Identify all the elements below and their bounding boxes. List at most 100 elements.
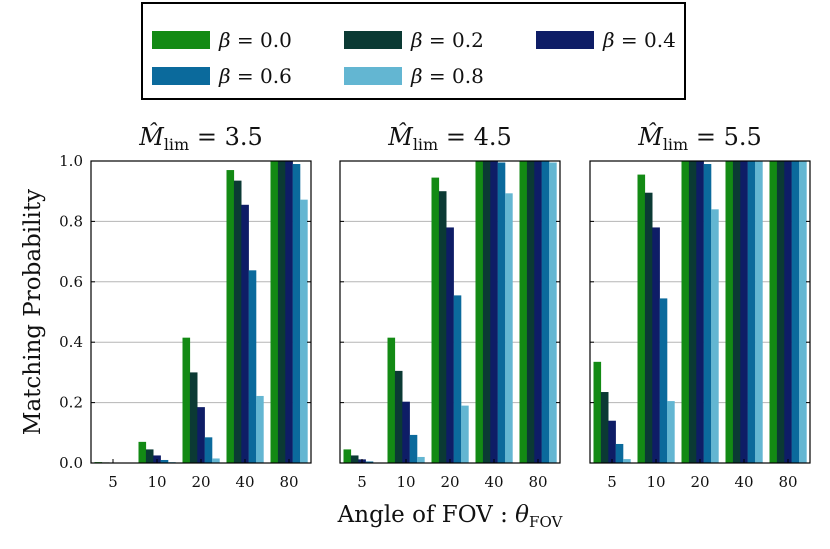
bar-80-1	[526, 161, 535, 463]
bar-10-0	[138, 441, 147, 463]
bar-10-1	[644, 192, 653, 463]
x-tick-label: 10	[646, 473, 665, 491]
y-tick-label: 0.6	[59, 273, 83, 291]
panel-2: 5 10 20 40 80 M̂lim = 5.5	[589, 123, 811, 491]
bar-80-1	[277, 161, 286, 463]
panel-0: 5 10 20 40 80 0.0 0.2 0.4 0.6 0.8 1.0 M̂lim = 3.5	[59, 123, 312, 491]
legend-label-3: β = 0.6	[218, 64, 292, 88]
bar-10-3	[160, 459, 169, 463]
bar-40-3	[497, 162, 506, 463]
bar-20-0	[431, 177, 440, 464]
bar-20-2	[197, 407, 205, 463]
y-tick-label: 0.8	[59, 212, 83, 230]
bar-5-0	[343, 449, 352, 463]
legend-swatch-0	[152, 31, 210, 49]
bar-40-1	[233, 180, 242, 463]
bar-80-2	[285, 161, 293, 463]
bar-40-1	[482, 161, 491, 463]
x-tick-label: 10	[147, 473, 166, 491]
bar-40-1	[732, 161, 741, 463]
bar-80-1	[776, 161, 785, 463]
bar-20-4	[461, 405, 469, 463]
bar-80-3	[292, 164, 301, 463]
bar-5-0	[593, 361, 602, 463]
legend-label-2: β = 0.4	[602, 28, 676, 52]
bar-80-0	[270, 161, 279, 463]
bar-10-3	[409, 434, 418, 463]
y-axis-label: Matching Probability	[20, 189, 46, 435]
x-tick-label: 40	[484, 473, 503, 491]
y-tick-label: 0.4	[59, 333, 83, 351]
bar-80-0	[769, 161, 778, 463]
x-tick-label: 40	[235, 473, 254, 491]
legend-swatch-4	[344, 67, 402, 85]
bar-10-1	[394, 370, 403, 463]
bar-20-2	[446, 227, 454, 463]
bar-10-2	[402, 401, 410, 463]
bar-20-4	[212, 458, 220, 463]
bar-20-0	[681, 161, 690, 463]
legend: β = 0.0 β = 0.2 β = 0.4 β = 0.6 β = 0.8	[141, 2, 686, 100]
x-tick-label: 10	[396, 473, 415, 491]
bar-80-2	[534, 161, 542, 463]
legend-label-0: β = 0.0	[218, 28, 292, 52]
bar-10-0	[637, 174, 646, 463]
x-tick-label: 80	[528, 473, 547, 491]
x-tick-label: 80	[279, 473, 298, 491]
bar-20-1	[688, 161, 697, 463]
bar-20-2	[696, 161, 704, 463]
bar-80-3	[541, 161, 550, 463]
x-axis-label: Angle of FOV : θFOV	[337, 502, 564, 531]
bar-10-2	[652, 227, 660, 463]
bar-80-2	[784, 161, 792, 463]
bar-10-4	[667, 401, 675, 463]
bar-40-0	[725, 161, 734, 463]
panel-title: M̂lim = 4.5	[387, 123, 512, 154]
legend-swatch-3	[152, 67, 210, 85]
bar-40-2	[241, 204, 249, 464]
bar-5-4	[623, 459, 631, 463]
legend-swatch-2	[536, 31, 594, 49]
x-tick-label: 40	[734, 473, 753, 491]
bar-10-0	[387, 337, 396, 463]
bar-40-3	[248, 270, 257, 463]
bar-20-3	[204, 437, 213, 463]
legend-frame	[141, 2, 686, 100]
legend-swatch-1	[344, 31, 402, 49]
bar-40-2	[740, 161, 748, 463]
panel-title: M̂lim = 3.5	[138, 123, 263, 154]
bar-20-3	[453, 295, 462, 463]
bar-20-4	[711, 209, 719, 463]
bar-40-2	[490, 161, 498, 463]
y-tick-label: 1.0	[59, 152, 83, 170]
legend-label-1: β = 0.2	[410, 28, 484, 52]
y-tick-label: 0.0	[59, 454, 83, 472]
legend-label-4: β = 0.8	[410, 64, 484, 88]
bar-80-4	[300, 199, 308, 463]
bar-5-3	[365, 461, 374, 463]
x-tick-label: 80	[778, 473, 797, 491]
bar-20-3	[703, 164, 712, 463]
x-tick-label: 20	[690, 473, 709, 491]
panel-1: 5 10 20 40 80 M̂lim = 4.5	[339, 123, 561, 491]
bar-20-1	[438, 191, 447, 463]
bar-5-2	[608, 420, 616, 463]
bar-20-0	[182, 337, 191, 463]
x-tick-label: 20	[191, 473, 210, 491]
panel-title: M̂lim = 5.5	[637, 123, 762, 154]
bar-10-3	[659, 298, 668, 463]
bar-80-4	[549, 162, 557, 463]
bar-10-1	[145, 449, 154, 463]
bar-5-1	[600, 392, 609, 463]
bar-40-0	[226, 170, 235, 463]
x-tick-label: 20	[440, 473, 459, 491]
bar-80-0	[519, 161, 528, 463]
bar-10-4	[417, 456, 425, 463]
bar-40-4	[755, 161, 763, 463]
bar-40-4	[505, 193, 513, 463]
bar-80-4	[799, 161, 807, 463]
bar-80-3	[791, 161, 800, 463]
x-tick-label: 5	[357, 473, 367, 491]
bar-20-1	[189, 372, 198, 463]
